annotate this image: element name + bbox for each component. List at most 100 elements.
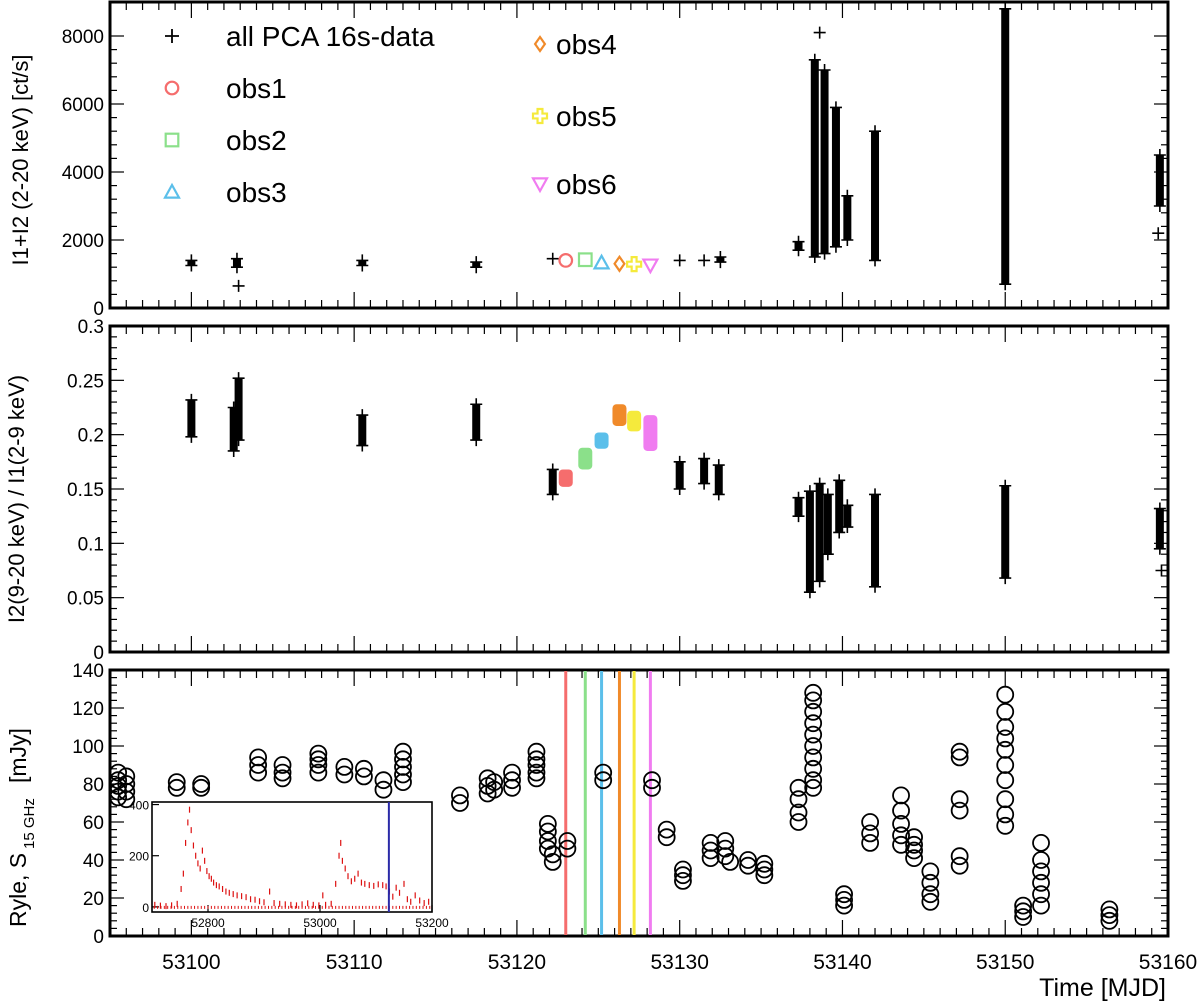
radio-point xyxy=(1032,885,1050,904)
data-cluster xyxy=(546,463,559,501)
data-cluster xyxy=(869,125,882,267)
obs5-band xyxy=(627,410,642,432)
y-tick-label: 0.1 xyxy=(78,534,104,555)
radio-point xyxy=(789,803,808,822)
obs4-marker xyxy=(613,254,626,273)
data-point xyxy=(227,444,240,457)
data-cluster xyxy=(356,409,369,452)
radio-point xyxy=(485,773,504,791)
radio-point xyxy=(594,763,613,782)
legend-obs6-label: obs6 xyxy=(556,169,617,200)
data-point xyxy=(813,26,826,39)
data-cluster xyxy=(808,53,821,263)
radio-point xyxy=(905,841,923,860)
radio-point xyxy=(117,782,136,801)
data-point xyxy=(869,580,882,593)
radio-point xyxy=(527,750,546,769)
radio-point xyxy=(594,771,613,790)
data-point xyxy=(821,488,834,501)
y-tick-label: 100 xyxy=(72,737,104,758)
radio-point xyxy=(643,778,661,797)
cluster-core xyxy=(810,59,819,257)
data-cluster xyxy=(803,485,816,599)
data-point xyxy=(833,526,846,539)
data-point xyxy=(999,479,1012,492)
radio-point xyxy=(309,763,328,782)
legend-obs5-label: obs5 xyxy=(556,101,617,132)
y-tick-label: 0.15 xyxy=(67,480,104,501)
data-point xyxy=(1153,502,1166,515)
radio-point xyxy=(1032,896,1050,915)
radio-point xyxy=(804,702,823,721)
radio-point xyxy=(485,780,504,799)
data-point xyxy=(1153,542,1166,555)
x-axis-label: Time [MJD] xyxy=(1039,974,1166,1002)
radio-point xyxy=(921,862,940,881)
cluster-core xyxy=(823,494,832,555)
radio-point xyxy=(1032,851,1050,869)
data-point xyxy=(698,477,711,490)
radio-point xyxy=(374,771,393,790)
data-point xyxy=(999,572,1012,585)
radio-point xyxy=(701,849,720,867)
data-point xyxy=(841,189,854,202)
radio-point xyxy=(905,828,923,847)
data-point xyxy=(232,279,245,292)
radio-point xyxy=(950,742,969,761)
radio-point xyxy=(674,872,692,890)
data-cluster xyxy=(869,488,882,593)
data-point xyxy=(1155,564,1168,577)
y-tick-label: 60 xyxy=(83,813,104,834)
radio-point xyxy=(117,790,136,809)
data-point xyxy=(185,430,198,443)
legend-obs2-label: obs2 xyxy=(226,125,287,156)
y-tick-label: 2000 xyxy=(62,231,104,252)
inset-x-tick-label: 52800 xyxy=(191,916,225,930)
data-point xyxy=(829,101,842,114)
x-tick-label: 53130 xyxy=(650,951,708,974)
radio-point xyxy=(996,740,1015,759)
data-point xyxy=(546,463,559,476)
data-point xyxy=(714,256,727,269)
radio-point xyxy=(996,718,1015,736)
radio-point xyxy=(716,847,735,866)
data-point xyxy=(546,488,559,501)
radio-point xyxy=(804,714,823,733)
data-point xyxy=(818,247,831,260)
cluster-core xyxy=(805,491,814,593)
data-point xyxy=(813,477,826,490)
y-tick-label: 0.2 xyxy=(78,426,104,447)
radio-point xyxy=(249,756,268,774)
radio-point xyxy=(1032,834,1050,852)
data-point xyxy=(470,434,483,447)
data-point xyxy=(712,488,725,501)
data-point xyxy=(792,510,805,523)
radio-point xyxy=(538,822,557,841)
data-point xyxy=(698,452,711,465)
cluster-core xyxy=(548,469,557,495)
obs5-marker xyxy=(626,256,643,273)
obs2-marker xyxy=(577,252,593,268)
y-axis-label-main: Ryle, S xyxy=(5,853,31,927)
cluster-core xyxy=(835,480,844,533)
y-tick-label: 120 xyxy=(72,699,104,720)
data-cluster xyxy=(999,2,1012,291)
radio-point xyxy=(558,839,577,858)
radio-point xyxy=(355,767,373,786)
data-cluster xyxy=(829,101,842,253)
y-tick-label: 0.25 xyxy=(67,371,104,392)
radio-point xyxy=(249,763,268,782)
y-tick-label: 140 xyxy=(72,661,104,682)
data-cluster xyxy=(232,372,245,447)
radio-point xyxy=(996,729,1015,748)
data-point xyxy=(356,409,369,422)
cluster-core xyxy=(700,458,709,484)
data-cluster xyxy=(999,479,1012,585)
y-tick-label: 80 xyxy=(83,775,104,796)
cluster-core xyxy=(820,70,829,254)
radio-point xyxy=(950,790,969,809)
data-cluster xyxy=(818,64,831,260)
data-point xyxy=(803,586,816,599)
radio-point xyxy=(789,778,808,797)
data-point xyxy=(470,261,483,274)
